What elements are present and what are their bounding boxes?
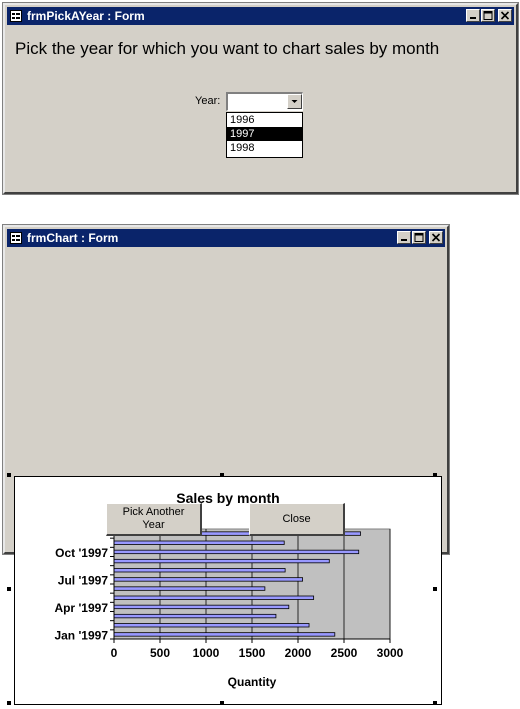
close-window-button[interactable] bbox=[498, 9, 512, 22]
y-tick-label: Jan '1997 bbox=[54, 628, 108, 642]
sales-chart: Sales by month Jan '1997 Apr '1997 Jul '199… bbox=[54, 490, 404, 689]
selection-handle[interactable] bbox=[433, 701, 437, 705]
form-icon bbox=[10, 10, 22, 22]
window-title: frmPickAYear : Form bbox=[27, 9, 145, 23]
bar bbox=[113, 558, 330, 564]
minimize-button[interactable] bbox=[466, 9, 480, 22]
maximize-button[interactable] bbox=[412, 231, 426, 244]
bar bbox=[113, 623, 310, 628]
selection-handle[interactable] bbox=[433, 473, 437, 477]
bar bbox=[113, 613, 277, 619]
minimize-icon bbox=[470, 17, 476, 19]
year-option[interactable]: 1996 bbox=[230, 114, 255, 126]
x-tick-label: 1500 bbox=[239, 646, 266, 660]
x-axis-title: Quantity bbox=[228, 675, 277, 689]
maximize-icon bbox=[483, 11, 493, 20]
bar bbox=[113, 632, 336, 637]
selection-handle[interactable] bbox=[220, 701, 224, 705]
selection-handle[interactable] bbox=[7, 587, 11, 591]
year-dropdown-list[interactable]: 1996 1997 1998 bbox=[226, 112, 303, 158]
close-icon bbox=[500, 11, 510, 20]
bar bbox=[113, 604, 290, 610]
pick-year-titlebar[interactable]: frmPickAYear : Form bbox=[7, 7, 514, 25]
bar bbox=[113, 540, 285, 545]
instruction-label: Pick the year for which you want to char… bbox=[15, 39, 440, 58]
maximize-icon bbox=[414, 233, 424, 242]
year-combobox[interactable] bbox=[226, 92, 303, 111]
bar bbox=[113, 549, 360, 555]
minimize-button[interactable] bbox=[397, 231, 411, 244]
dropdown-button[interactable] bbox=[287, 94, 302, 109]
year-option-selected[interactable]: 1997 bbox=[227, 127, 302, 141]
year-label: Year: bbox=[195, 95, 221, 107]
close-icon bbox=[431, 233, 441, 242]
bar bbox=[113, 577, 304, 582]
selection-handle[interactable] bbox=[7, 701, 11, 705]
selection-handle[interactable] bbox=[433, 587, 437, 591]
chart-window: frmChart : Form Sales by month Jan '1997 A… bbox=[2, 224, 450, 705]
selection-handle[interactable] bbox=[220, 473, 224, 477]
chevron-down-icon bbox=[291, 100, 298, 103]
bar bbox=[113, 595, 315, 600]
x-tick-label: 500 bbox=[150, 646, 170, 660]
bar bbox=[113, 568, 286, 573]
year-option[interactable]: 1998 bbox=[230, 142, 255, 154]
maximize-button[interactable] bbox=[481, 9, 495, 22]
pick-year-window: frmPickAYear : Form Pick the year for wh… bbox=[2, 2, 519, 195]
x-tick-label: 3000 bbox=[377, 646, 404, 660]
pick-another-year-label: Pick Another Year bbox=[122, 506, 185, 531]
minimize-icon bbox=[401, 239, 407, 241]
close-button[interactable]: Close bbox=[249, 503, 345, 536]
chart-titlebar[interactable]: frmChart : Form bbox=[7, 229, 445, 247]
chart-object[interactable]: Sales by month Jan '1997 Apr '1997 Jul '199… bbox=[14, 476, 442, 705]
form-icon bbox=[10, 232, 22, 244]
close-button-label: Close bbox=[282, 512, 311, 525]
x-tick-label: 2500 bbox=[331, 646, 358, 660]
x-tick-label: 2000 bbox=[285, 646, 312, 660]
bar bbox=[113, 586, 266, 591]
pick-another-year-button[interactable]: Pick Another Year bbox=[106, 503, 202, 536]
x-tick-label: 1000 bbox=[193, 646, 220, 660]
y-tick-label: Oct '1997 bbox=[55, 546, 108, 560]
selection-handle[interactable] bbox=[7, 473, 11, 477]
window-title: frmChart : Form bbox=[27, 231, 119, 245]
y-tick-label: Apr '1997 bbox=[54, 601, 108, 615]
x-tick-label: 0 bbox=[111, 646, 118, 660]
close-window-button[interactable] bbox=[429, 231, 443, 244]
y-tick-label: Jul '1997 bbox=[58, 573, 109, 587]
chart-title: Sales by month bbox=[176, 490, 279, 506]
